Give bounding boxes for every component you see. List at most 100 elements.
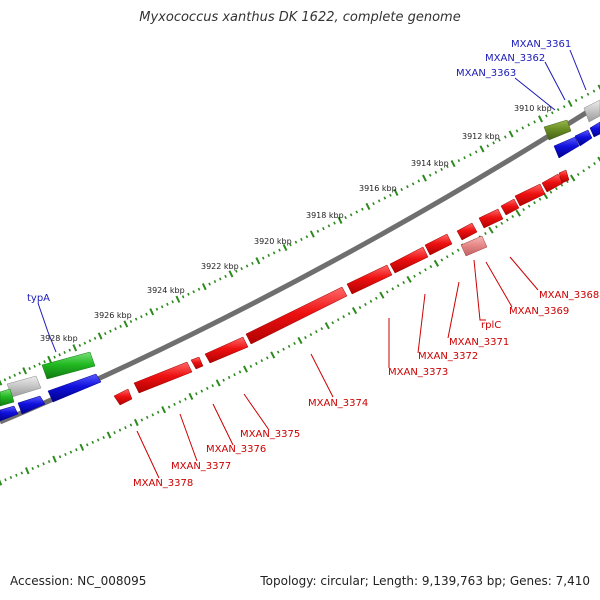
gene-label-mxan-3377[interactable]: MXAN_3377	[171, 461, 231, 472]
ruler-minor-tick	[276, 350, 280, 354]
ruler-minor-tick	[402, 281, 405, 285]
ruler-label-3918: 3918 kbp	[306, 211, 344, 220]
ruler-minor-tick	[83, 341, 87, 345]
gene-feature[interactable]	[346, 264, 393, 295]
ruler-minor-tick	[155, 307, 159, 311]
gene-feature[interactable]	[558, 169, 570, 184]
gene-feature[interactable]	[541, 173, 564, 193]
ruler-minor-tick	[69, 450, 73, 454]
ruler-minor-tick	[331, 321, 335, 325]
ruler-minor-tick	[113, 431, 116, 435]
ruler-minor-tick	[58, 455, 62, 459]
ruler-minor-tick	[224, 274, 227, 278]
ruler-minor-tick	[361, 207, 364, 211]
ruler-minor-tick	[562, 105, 566, 109]
gene-label-mxan-3361[interactable]: MXAN_3361	[511, 39, 571, 50]
ruler-minor-tick	[166, 302, 169, 306]
gene-feature[interactable]	[589, 121, 600, 138]
ruler-minor-tick	[293, 341, 296, 345]
gene-feature[interactable]	[204, 336, 249, 364]
ruler-minor-tick	[413, 274, 416, 278]
ruler-minor-tick	[260, 359, 264, 363]
ruler-label-3928: 3928 kbp	[40, 334, 78, 343]
ruler-minor-tick	[129, 320, 133, 324]
ruler-minor-tick	[538, 197, 542, 201]
gene-feature[interactable]	[113, 388, 133, 406]
ruler-top-track	[0, 84, 600, 386]
ruler-minor-tick	[181, 295, 185, 299]
ruler-major-tick	[149, 308, 155, 316]
gene-label-mxan-3374[interactable]: MXAN_3374	[308, 398, 368, 409]
gene-feature[interactable]	[133, 361, 193, 394]
ruler-minor-tick	[446, 165, 449, 169]
gene-feature[interactable]	[460, 235, 488, 257]
gene-label-mxan-3371[interactable]: MXAN_3371	[449, 337, 509, 348]
gene-feature[interactable]	[17, 395, 46, 415]
gene-label-mxan-3372[interactable]: MXAN_3372	[418, 351, 478, 362]
ruler-minor-tick	[234, 269, 238, 273]
ruler-minor-tick	[377, 199, 381, 203]
ruler-minor-tick	[261, 256, 265, 260]
gene-feature[interactable]	[514, 183, 546, 207]
ruler-minor-tick	[200, 389, 204, 393]
gene-feature[interactable]	[47, 373, 102, 403]
gene-label-mxan-3375[interactable]: MXAN_3375	[240, 429, 300, 440]
gene-feature[interactable]	[245, 286, 348, 345]
ruler-major-tick	[79, 443, 85, 451]
gene-feature[interactable]	[41, 351, 96, 380]
ruler-minor-tick	[213, 280, 217, 284]
gene-feature[interactable]	[456, 222, 478, 241]
ruler-minor-tick	[456, 248, 460, 252]
gene-feature[interactable]	[424, 233, 453, 256]
genome-backbone	[0, 101, 600, 425]
ruler-label-3912: 3912 kbp	[462, 132, 500, 141]
ruler-major-tick	[97, 332, 103, 340]
ruler-minor-tick	[533, 120, 536, 124]
ruler-minor-tick	[249, 364, 253, 368]
gene-label-mxan-3368[interactable]: MXAN_3368	[539, 290, 599, 301]
ruler-minor-tick	[109, 329, 112, 333]
gene-label-typa[interactable]: typA	[27, 293, 50, 304]
gene-feature[interactable]	[574, 129, 593, 147]
gene-label-mxan-3378[interactable]: MXAN_3378	[133, 478, 193, 489]
gene-feature[interactable]	[6, 375, 42, 398]
gene-feature[interactable]	[553, 136, 580, 159]
gene-label-mxan-3376[interactable]: MXAN_3376	[206, 444, 266, 455]
gene-label-mxan-3373[interactable]: MXAN_3373	[388, 367, 448, 378]
ruler-minor-tick	[582, 169, 586, 173]
gene-label-mxan-3362[interactable]: MXAN_3362	[485, 53, 545, 64]
ruler-major-tick	[282, 243, 288, 252]
gene-label-mxan-3369[interactable]: MXAN_3369	[509, 306, 569, 317]
ruler-minor-tick	[238, 370, 242, 374]
accession-text: Accession: NC_008095	[10, 574, 147, 588]
ruler-minor-tick	[28, 367, 31, 371]
reverse-strand-genes	[113, 169, 570, 406]
gene-feature[interactable]	[478, 208, 504, 229]
ruler-minor-tick	[336, 318, 340, 322]
gene-feature[interactable]	[500, 198, 520, 216]
ruler-minor-tick	[13, 373, 17, 377]
ruler-minor-tick	[208, 282, 211, 286]
ruler-minor-tick	[500, 221, 504, 225]
ruler-minor-tick	[134, 317, 138, 321]
gene-feature[interactable]	[583, 99, 600, 123]
ruler-minor-tick	[187, 292, 190, 296]
ruler-major-tick	[569, 174, 576, 182]
gene-feature[interactable]	[0, 388, 15, 407]
ruler-minor-tick	[119, 324, 122, 328]
ruler-minor-tick	[195, 392, 198, 396]
ruler-minor-tick	[527, 123, 531, 127]
ruler-minor-tick	[167, 405, 171, 409]
ruler-minor-tick	[533, 201, 536, 205]
gene-feature[interactable]	[543, 119, 572, 141]
ruler-minor-tick	[287, 344, 291, 348]
gene-feature[interactable]	[389, 246, 429, 274]
gene-label-rplc[interactable]: rplC	[481, 320, 501, 331]
gene-feature[interactable]	[190, 356, 204, 370]
ruler-minor-tick	[124, 426, 127, 430]
ruler-minor-tick	[385, 290, 389, 294]
ruler-minor-tick	[20, 471, 24, 475]
gene-label-mxan-3363[interactable]: MXAN_3363	[456, 68, 516, 79]
ruler-minor-tick	[322, 227, 325, 231]
gene-feature[interactable]	[0, 405, 19, 422]
